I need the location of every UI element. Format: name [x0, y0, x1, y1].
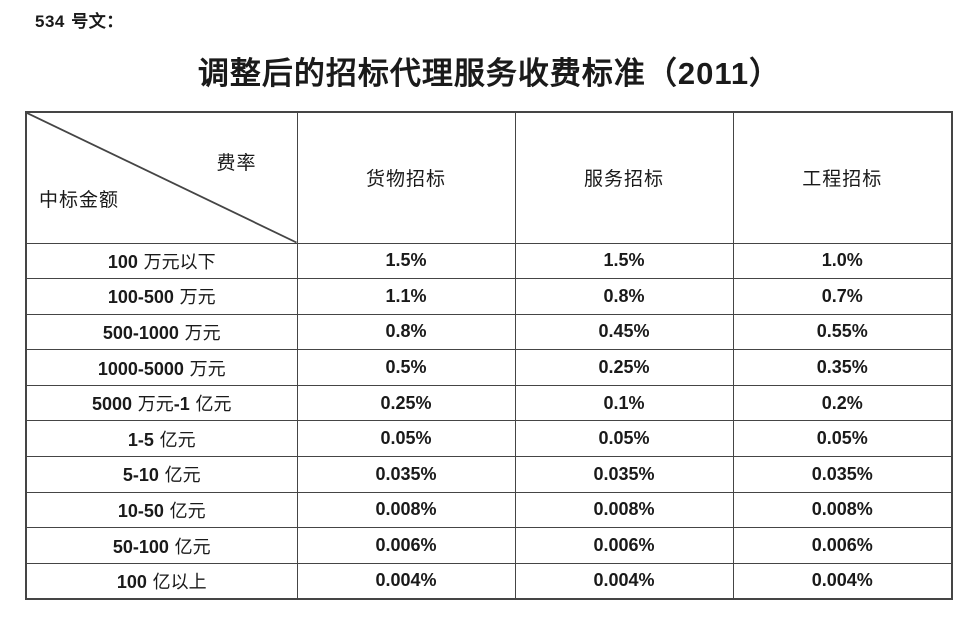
header-row: 费率 中标金额 货物招标 服务招标 工程招标 — [25, 111, 953, 244]
table-row: 100-500 万元 1.1% 0.8% 0.7% — [25, 278, 953, 315]
corner-label-rate: 费率 — [216, 152, 257, 174]
rate-value: 0.05% — [514, 420, 734, 458]
rate-value: 0.7% — [732, 278, 953, 315]
table-row: 1000-5000 万元 0.5% 0.25% 0.35% — [25, 349, 953, 386]
column-header-goods: 货物招标 — [296, 111, 516, 244]
column-header-services: 服务招标 — [514, 111, 734, 244]
table-row: 1-5 亿元 0.05% 0.05% 0.05% — [25, 420, 953, 458]
rate-value: 0.35% — [732, 349, 953, 386]
rate-value: 0.8% — [514, 278, 734, 315]
page-title: 调整后的招标代理服务收费标准（2011） — [197, 56, 782, 92]
rate-value: 0.004% — [732, 562, 953, 600]
table-row: 100 亿以上 0.004% 0.004% 0.004% — [25, 562, 953, 600]
rate-value: 0.004% — [296, 562, 516, 600]
diagonal-divider-line — [27, 113, 297, 243]
rate-value: 0.006% — [296, 527, 516, 564]
row-label-amount-range: 5-10 亿元 — [25, 456, 298, 493]
rate-value: 1.5% — [296, 242, 516, 280]
row-label-amount-range: 100 亿以上 — [25, 562, 298, 600]
rate-value: 1.1% — [296, 278, 516, 315]
table-row: 500-1000 万元 0.8% 0.45% 0.55% — [25, 313, 953, 351]
doc-ref: 534 号文： — [35, 12, 124, 32]
rate-value: 0.008% — [732, 491, 953, 529]
rate-value: 0.2% — [732, 384, 953, 422]
rate-value: 0.1% — [514, 384, 734, 422]
rate-value: 0.45% — [514, 313, 734, 351]
table-row: 100 万元以下 1.5% 1.5% 1.0% — [25, 242, 953, 280]
row-label-amount-range: 1000-5000 万元 — [25, 349, 298, 386]
fee-table: 费率 中标金额 货物招标 服务招标 工程招标 100 万元以下 1.5% 1.5% 1… — [25, 111, 953, 600]
rate-value: 1.5% — [514, 242, 734, 280]
row-label-amount-range: 100-500 万元 — [25, 278, 298, 315]
rate-value: 0.004% — [514, 562, 734, 600]
rate-value: 0.55% — [732, 313, 953, 351]
row-label-amount-range: 5000 万元-1 亿元 — [25, 384, 298, 422]
rate-value: 0.25% — [296, 384, 516, 422]
row-label-amount-range: 1-5 亿元 — [25, 420, 298, 458]
rate-value: 0.008% — [514, 491, 734, 529]
row-label-amount-range: 50-100 亿元 — [25, 527, 298, 564]
rate-value: 0.05% — [296, 420, 516, 458]
rate-value: 0.05% — [732, 420, 953, 458]
rate-value: 0.006% — [732, 527, 953, 564]
row-label-amount-range: 10-50 亿元 — [25, 491, 298, 529]
rate-value: 1.0% — [732, 242, 953, 280]
column-header-engineering: 工程招标 — [732, 111, 953, 244]
rate-value: 0.035% — [514, 456, 734, 493]
corner-cell: 费率 中标金额 — [25, 111, 298, 244]
table-body: 100 万元以下 1.5% 1.5% 1.0% 100-500 万元 1.1% 0.8% 0.… — [25, 242, 953, 600]
rate-value: 0.035% — [296, 456, 516, 493]
table-row: 10-50 亿元 0.008% 0.008% 0.008% — [25, 491, 953, 529]
corner-label-amount: 中标金额 — [39, 188, 120, 211]
rate-value: 0.035% — [732, 456, 953, 493]
rate-value: 0.8% — [296, 313, 516, 351]
table-row: 5000 万元-1 亿元 0.25% 0.1% 0.2% — [25, 384, 953, 422]
rate-value: 0.008% — [296, 491, 516, 529]
table-row: 5-10 亿元 0.035% 0.035% 0.035% — [25, 456, 953, 493]
table-row: 50-100 亿元 0.006% 0.006% 0.006% — [25, 527, 953, 564]
row-label-amount-range: 100 万元以下 — [25, 242, 298, 280]
rate-value: 0.25% — [514, 349, 734, 386]
row-label-amount-range: 500-1000 万元 — [25, 313, 298, 351]
rate-value: 0.006% — [514, 527, 734, 564]
rate-value: 0.5% — [296, 349, 516, 386]
